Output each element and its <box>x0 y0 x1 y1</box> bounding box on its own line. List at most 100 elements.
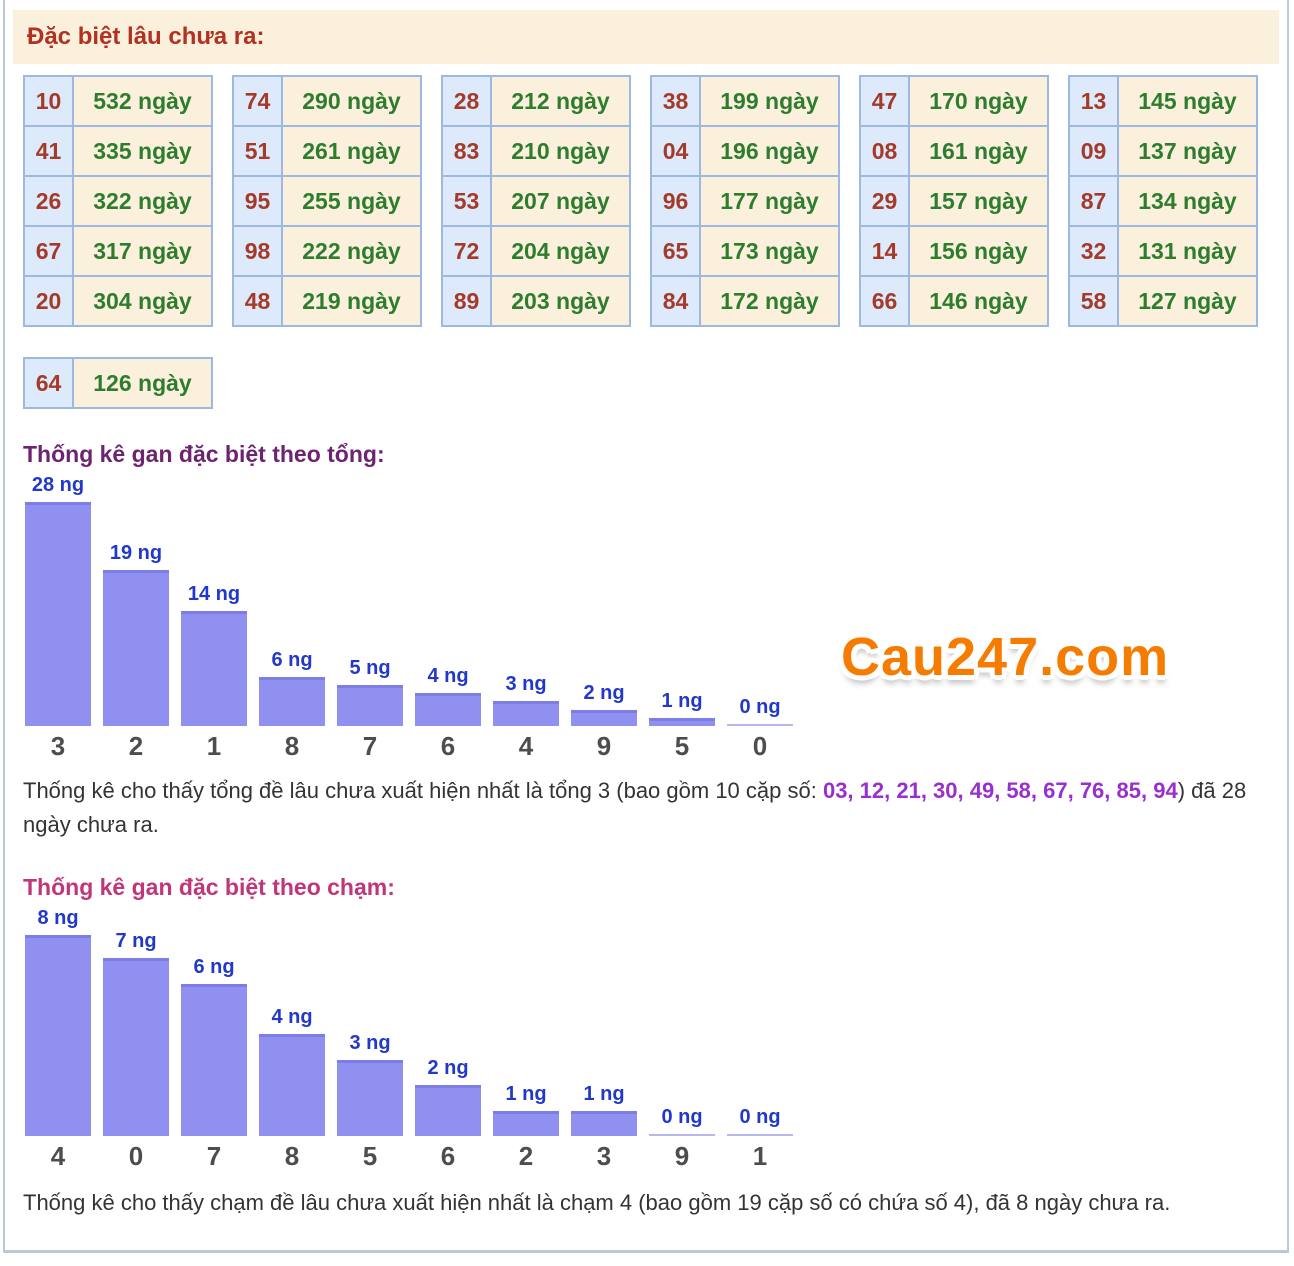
bar-x-axis-label: 3 <box>50 731 66 761</box>
pair-row: 04 196 ngày <box>650 125 840 177</box>
bar-column: 1 ng 5 <box>649 474 715 762</box>
pair-row: 26 322 ngày <box>23 175 213 227</box>
bar-x-axis-label: 7 <box>206 1141 222 1171</box>
pair-number: 28 <box>441 75 492 127</box>
pair-days: 126 ngày <box>72 357 213 409</box>
bar-value-label: 14 ng <box>187 583 241 605</box>
pair-number: 09 <box>1068 125 1119 177</box>
pair-row: 83 210 ngày <box>441 125 631 177</box>
bar <box>337 1060 403 1136</box>
pair-number: 26 <box>23 175 74 227</box>
bar-value-label: 8 ng <box>37 907 79 929</box>
bar <box>259 677 325 726</box>
bar-column: 0 ng 9 <box>649 907 715 1172</box>
pair-row: 84 172 ngày <box>650 275 840 327</box>
pair-row: 87 134 ngày <box>1068 175 1258 227</box>
pair-number: 67 <box>23 225 74 277</box>
bar-x-axis-label: 6 <box>440 1141 456 1171</box>
bar-column: 5 ng 7 <box>337 474 403 762</box>
stats-page-container: Đặc biệt lâu chưa ra: 10 532 ngày 41 335 ng… <box>3 0 1289 1253</box>
pair-days: 210 ngày <box>490 125 631 177</box>
pair-number: 98 <box>232 225 283 277</box>
bar-stack: 1 ng <box>649 474 715 726</box>
pair-number: 29 <box>859 175 910 227</box>
pair-days: 161 ngày <box>908 125 1049 177</box>
bar-stack: 3 ng <box>337 907 403 1136</box>
bar-stack: 2 ng <box>571 474 637 726</box>
bar-value-label: 2 ng <box>583 682 625 704</box>
bar-column: 19 ng 2 <box>103 474 169 762</box>
bar-column: 4 ng 6 <box>415 474 481 762</box>
bar <box>181 984 247 1136</box>
pair-days: 131 ngày <box>1117 225 1258 277</box>
pair-number: 13 <box>1068 75 1119 127</box>
pair-row: 47 170 ngày <box>859 75 1049 127</box>
bar-x-axis-label: 1 <box>752 1141 768 1171</box>
pair-number: 84 <box>650 275 701 327</box>
pairs-extra-row: 64 126 ngày <box>23 357 1287 409</box>
pair-row: 10 532 ngày <box>23 75 213 127</box>
pair-days: 207 ngày <box>490 175 631 227</box>
bar-zero-line <box>727 724 793 726</box>
pair-number: 38 <box>650 75 701 127</box>
sum-note-suffix: ) đã 28 ngày chưa ra. <box>23 778 1247 837</box>
pair-row: 28 212 ngày <box>441 75 631 127</box>
bar <box>493 1111 559 1136</box>
bar <box>415 1085 481 1136</box>
pair-days: 127 ngày <box>1117 275 1258 327</box>
pair-number: 72 <box>441 225 492 277</box>
bar-column: 0 ng 0 <box>727 474 793 762</box>
bar-column: 6 ng 8 <box>259 474 325 762</box>
pair-table-extra: 64 126 ngày <box>23 357 213 409</box>
pair-number: 41 <box>23 125 74 177</box>
bar-stack: 5 ng <box>337 474 403 726</box>
bar-stack: 14 ng <box>181 474 247 726</box>
bar-x-axis-label: 2 <box>128 731 144 761</box>
pair-row: 14 156 ngày <box>859 225 1049 277</box>
bar-x-axis-label: 4 <box>50 1141 66 1171</box>
pair-row: 95 255 ngày <box>232 175 422 227</box>
bar-stack: 8 ng <box>25 907 91 1136</box>
pair-days: 137 ngày <box>1117 125 1258 177</box>
pair-days: 290 ngày <box>281 75 422 127</box>
bar <box>415 693 481 726</box>
pair-row: 38 199 ngày <box>650 75 840 127</box>
pair-number: 10 <box>23 75 74 127</box>
pair-number: 64 <box>23 357 74 409</box>
bar-stack: 0 ng <box>649 907 715 1136</box>
pair-row: 64 126 ngày <box>23 357 213 409</box>
pair-number: 32 <box>1068 225 1119 277</box>
bar-value-label: 1 ng <box>505 1083 547 1105</box>
bar-column: 14 ng 1 <box>181 474 247 762</box>
sum-note-highlight-numbers: 03, 12, 21, 30, 49, 58, 67, 76, 85, 94 <box>822 778 1178 803</box>
bar <box>25 502 91 726</box>
pair-row: 66 146 ngày <box>859 275 1049 327</box>
bar-x-axis-label: 8 <box>284 731 300 761</box>
pair-number: 08 <box>859 125 910 177</box>
pair-row: 41 335 ngày <box>23 125 213 177</box>
pair-row: 32 131 ngày <box>1068 225 1258 277</box>
pair-number: 96 <box>650 175 701 227</box>
pair-days: 322 ngày <box>72 175 213 227</box>
bar-value-label: 0 ng <box>739 696 781 718</box>
pair-number: 74 <box>232 75 283 127</box>
bar-stack: 1 ng <box>493 907 559 1136</box>
pair-number: 51 <box>232 125 283 177</box>
bar-x-axis-label: 0 <box>752 731 768 761</box>
pair-row: 29 157 ngày <box>859 175 1049 227</box>
pair-number: 04 <box>650 125 701 177</box>
bar-x-axis-label: 9 <box>596 731 612 761</box>
bar-value-label: 2 ng <box>427 1057 469 1079</box>
bar-x-axis-label: 7 <box>362 731 378 761</box>
pair-days: 173 ngày <box>699 225 840 277</box>
bar-stack: 6 ng <box>259 474 325 726</box>
pair-days: 177 ngày <box>699 175 840 227</box>
sum-bar-chart: 28 ng 3 19 ng 2 14 ng 1 6 ng 8 5 ng 7 4 ng 6 3 ng 4 2 … <box>25 474 1287 762</box>
pair-days: 145 ngày <box>1117 75 1258 127</box>
bar-stack: 7 ng <box>103 907 169 1136</box>
pair-number: 83 <box>441 125 492 177</box>
pair-days: 335 ngày <box>72 125 213 177</box>
pair-row: 67 317 ngày <box>23 225 213 277</box>
bar <box>103 958 169 1136</box>
bar-value-label: 4 ng <box>271 1006 313 1028</box>
